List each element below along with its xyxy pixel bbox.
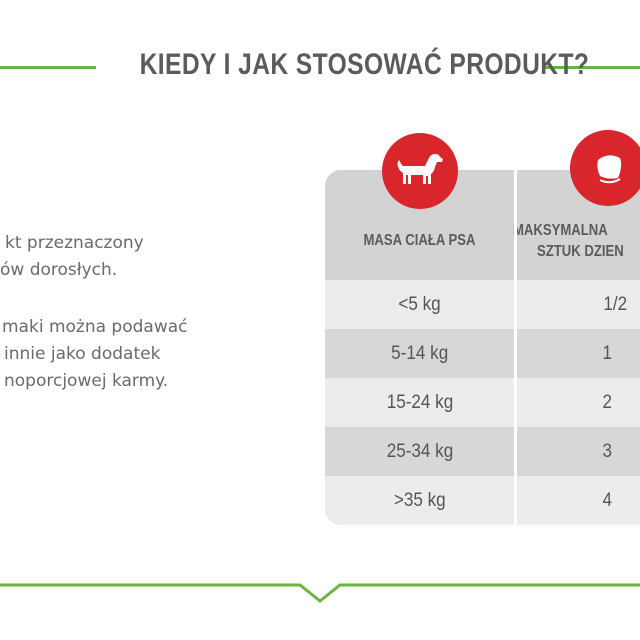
bottom-divider-line <box>0 583 640 603</box>
page-title: KIEDY I JAK STOSOWAĆ PRODUKT? <box>139 48 590 81</box>
column-divider <box>514 170 517 525</box>
weight-cell: 15-24 kg <box>386 392 453 413</box>
description-line: innie jako dodatek <box>4 344 161 364</box>
treat-icon <box>597 155 622 184</box>
pieces-cell: 2 <box>602 392 613 413</box>
description-line: ów dorosłych. <box>0 260 118 280</box>
pieces-cell: 3 <box>602 441 613 462</box>
title-line-left <box>0 66 96 69</box>
table-row: 5-14 kg 1 <box>325 329 640 378</box>
dog-icon-badge <box>382 133 458 209</box>
description-line: maki można podawać <box>2 317 188 337</box>
pieces-cell: 1 <box>602 343 613 364</box>
weight-cell: 25-34 kg <box>386 441 453 462</box>
weight-cell: 5-14 kg <box>390 343 449 364</box>
table-row: >35 kg 4 <box>325 476 640 525</box>
weight-cell: >35 kg <box>393 490 446 511</box>
dog-icon <box>397 154 443 184</box>
table-row: 15-24 kg 2 <box>325 378 640 427</box>
description-line: kt przeznaczony <box>5 233 144 253</box>
weight-cell: <5 kg <box>398 294 441 315</box>
description-line: noporcjowej karmy. <box>4 371 169 391</box>
pieces-cell: 1/2 <box>603 294 628 315</box>
dosage-table: MASA CIAŁA PSA MAKSYMALNA SZTUK DZIEN <5… <box>325 170 640 525</box>
pieces-cell: 4 <box>602 490 613 511</box>
table-row: <5 kg 1/2 <box>325 280 640 329</box>
treat-icon-badge <box>570 130 640 206</box>
title-line-right <box>542 66 640 69</box>
table-row: 25-34 kg 3 <box>325 427 640 476</box>
